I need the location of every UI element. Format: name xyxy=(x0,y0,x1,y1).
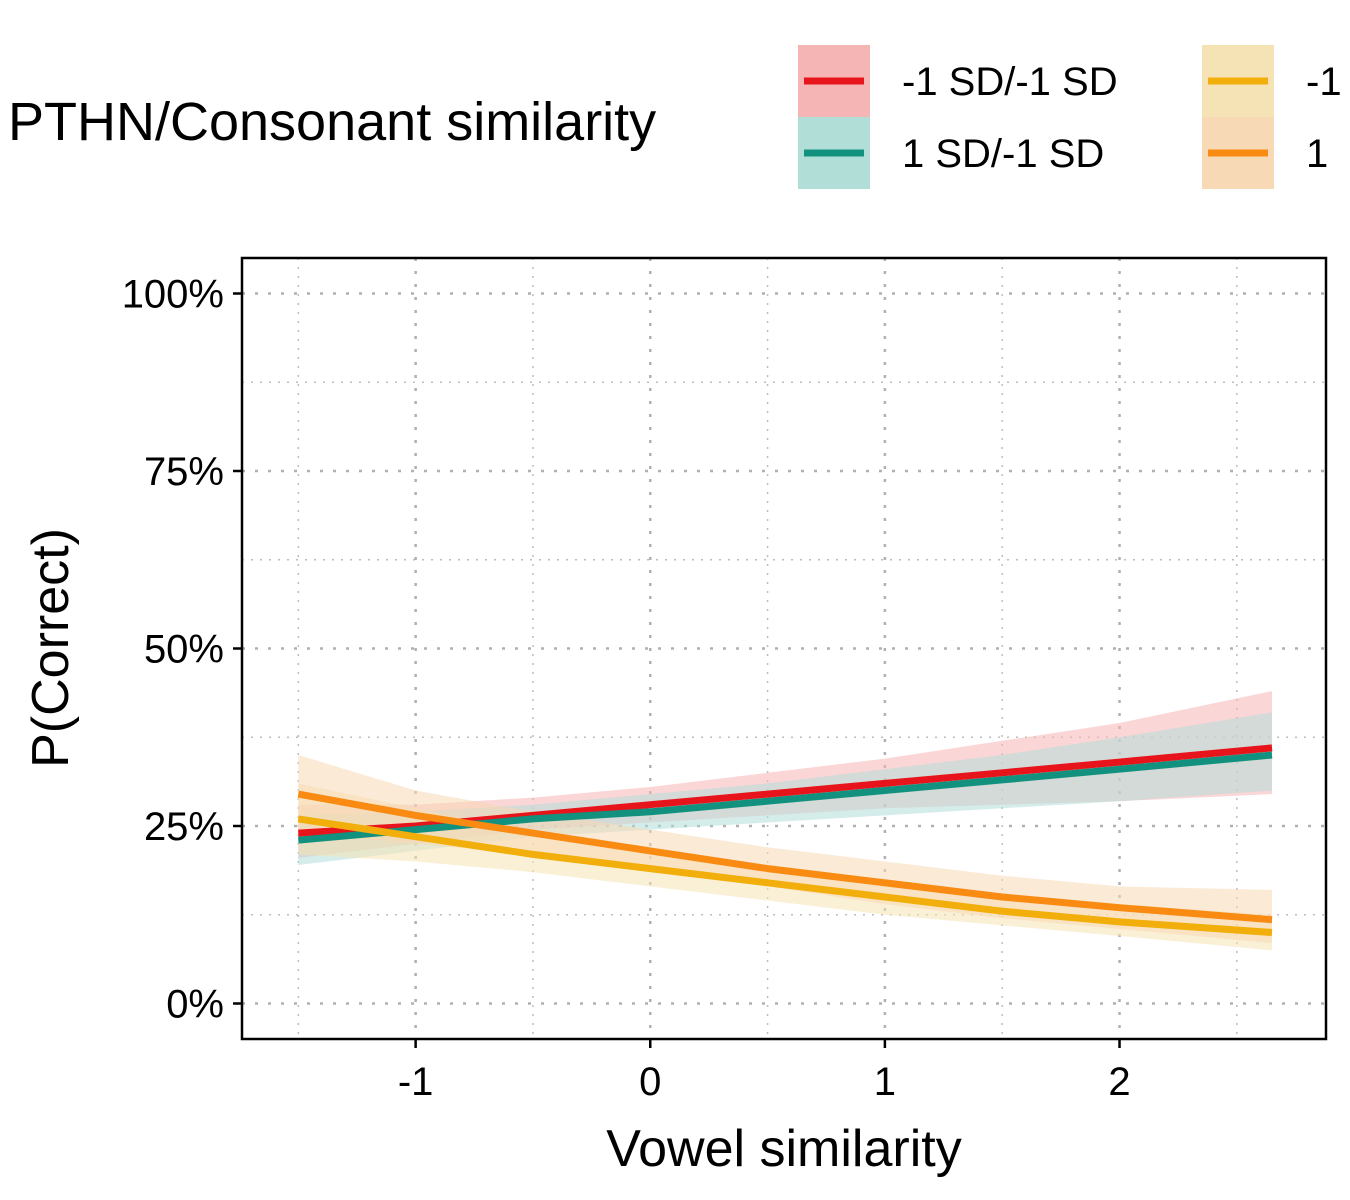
y-tick-label: 0% xyxy=(166,983,224,1027)
plot-area: 0% 25% 50% 75% 100% -1 0 1 2 xyxy=(122,256,1328,1104)
y-tick-label: 25% xyxy=(144,805,224,849)
x-tick-label: -1 xyxy=(398,1060,434,1104)
y-tick-label: 100% xyxy=(122,273,224,317)
legend-title: PTHN/Consonant similarity xyxy=(8,92,656,152)
legend-entry-1: -1 SD/-1 SD xyxy=(798,45,1118,117)
legend-entry-2: 1 SD/-1 SD xyxy=(798,117,1104,189)
legend-label: 1 xyxy=(1306,132,1328,176)
x-tick-label: 0 xyxy=(639,1060,661,1104)
y-tick-label: 50% xyxy=(144,628,224,672)
legend-label: 1 SD/-1 SD xyxy=(902,132,1104,176)
y-axis-title: P(Correct) xyxy=(22,528,80,768)
legend-entry-4: 1 xyxy=(1202,117,1328,189)
legend-label: -1 SD/-1 SD xyxy=(902,60,1118,104)
series-line-4 xyxy=(297,790,1273,924)
legend-entry-3: -1 xyxy=(1202,45,1342,117)
x-tick-label: 2 xyxy=(1108,1060,1130,1104)
legend-label: -1 xyxy=(1306,60,1342,104)
x-tick-label: 1 xyxy=(874,1060,896,1104)
series-line-2 xyxy=(297,751,1273,844)
y-tick-label: 75% xyxy=(144,450,224,494)
legend: PTHN/Consonant similarity -1 SD/-1 SD 1 S… xyxy=(8,45,1342,189)
x-axis-title: Vowel similarity xyxy=(606,1120,961,1178)
series-line-3 xyxy=(297,815,1273,936)
